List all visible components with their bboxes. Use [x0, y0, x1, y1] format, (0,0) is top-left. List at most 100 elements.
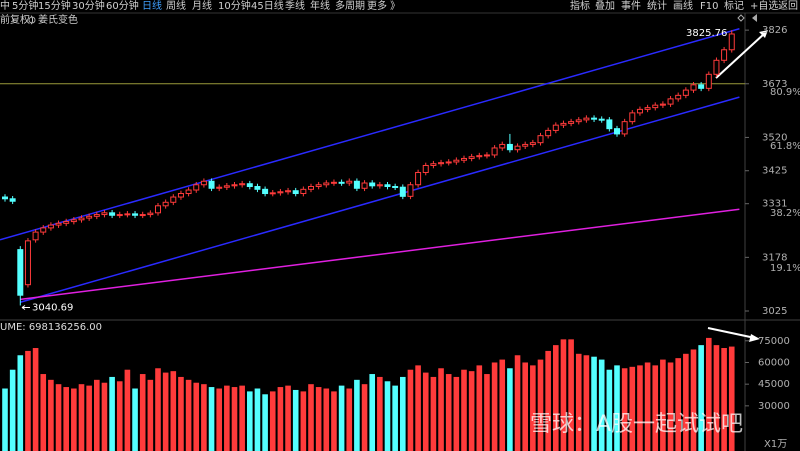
volume-bar [698, 345, 704, 451]
volume-bar [147, 379, 154, 451]
option[interactable]: 前复权) [0, 13, 34, 26]
unit-label: X1万 [764, 439, 787, 450]
volume-bar [101, 382, 108, 451]
fib-label: 19.1% [770, 263, 800, 274]
volume-bar [124, 369, 131, 451]
period-tab[interactable]: 45日线 [251, 0, 284, 12]
candle-body [614, 128, 620, 135]
period-tab[interactable]: 5分钟 [12, 0, 38, 12]
volume-bar [422, 372, 429, 451]
period-tab[interactable]: 更多 》 [367, 0, 400, 12]
period-tab[interactable]: 多周期 [335, 0, 365, 12]
candle-body [369, 182, 376, 187]
period-tab[interactable]: 15分钟 [38, 0, 71, 12]
y-tick-label: 3826 [762, 25, 787, 36]
period-tab[interactable]: 30分钟 [72, 0, 105, 12]
volume-bar [354, 379, 360, 451]
tool-button[interactable]: 画线 [673, 0, 693, 12]
volume-bar [721, 348, 727, 451]
candle-body [728, 33, 735, 51]
volume-bar [430, 376, 437, 451]
period-tab[interactable]: 季线 [285, 0, 305, 12]
candle-body [55, 222, 62, 226]
candle-body [292, 190, 299, 195]
y-tick-label: 30000 [758, 401, 790, 412]
candle-body [24, 240, 31, 286]
candle-body [698, 84, 705, 89]
volume-bar [514, 355, 521, 451]
candle-body [621, 121, 628, 135]
fib-label: 80.9% [770, 87, 800, 98]
candle-body [675, 94, 682, 100]
y-tick-label: 3425 [762, 166, 787, 177]
low-pointer [21, 305, 30, 310]
volume-bar [231, 387, 238, 451]
tool-button[interactable]: 统计 [647, 0, 667, 12]
y-tick-label: 75000 [758, 336, 790, 347]
volume-bar [660, 359, 666, 451]
period-tab[interactable]: 60分钟 [106, 0, 139, 12]
period-tab[interactable]: 10分钟 [218, 0, 251, 12]
volume-bar [629, 366, 636, 451]
candle-body [17, 249, 24, 296]
candle-body [246, 183, 253, 188]
volume-bar [139, 374, 146, 451]
volume-bar [415, 365, 421, 451]
candle-body [124, 213, 131, 216]
arrow [707, 327, 756, 339]
candle-body [659, 103, 666, 106]
trend-line [20, 208, 740, 301]
volume-bar [591, 356, 597, 451]
y-tick-label: 3331 [762, 199, 787, 210]
candle-body [552, 124, 559, 131]
arrow-head [749, 334, 760, 342]
candle-body [392, 186, 399, 189]
candle-body [376, 184, 383, 187]
candle-body [644, 107, 651, 110]
tool-button[interactable]: 事件 [621, 0, 641, 12]
volume-bar [86, 385, 92, 451]
option[interactable]: 姜氏变色 [38, 13, 78, 26]
period-tab[interactable]: 中 [0, 0, 10, 12]
candle-body [308, 186, 314, 190]
volume-bar [2, 388, 8, 451]
tool-button[interactable]: +自选 [750, 0, 778, 12]
candle-body [78, 217, 85, 221]
candle-body [40, 227, 47, 233]
period-tab[interactable]: 周线 [166, 0, 186, 12]
volume-bar [208, 387, 215, 451]
candle-body [713, 59, 720, 75]
volume-bar [369, 374, 375, 451]
candle-body [721, 49, 728, 61]
volume-bar [55, 384, 62, 451]
tool-button[interactable]: 指标 [570, 0, 590, 12]
volume-bar [644, 362, 651, 451]
candle-body [422, 164, 429, 173]
period-tab[interactable]: 日线 [142, 0, 162, 12]
high-label: 3825.76 [686, 28, 727, 39]
tool-button[interactable]: 标记 [724, 0, 744, 12]
candle-body [438, 162, 445, 165]
tool-button[interactable]: 返回 [778, 0, 798, 12]
period-tab[interactable]: 年线 [310, 0, 330, 12]
volume-bar [545, 350, 551, 451]
volume-bar [285, 385, 291, 451]
tool-button[interactable]: F10 [700, 1, 718, 12]
volume-bar [583, 355, 590, 451]
candle-body [132, 213, 139, 216]
candle-body [170, 196, 177, 203]
tool-button[interactable]: 叠加 [595, 0, 615, 12]
candle-body [208, 180, 215, 189]
volume-bar [254, 388, 261, 451]
volume-bar [361, 384, 368, 451]
period-tab[interactable]: 月线 [192, 0, 212, 12]
volume-bar [292, 389, 299, 451]
volume-bar [308, 384, 314, 451]
candle-body [491, 147, 498, 156]
candle-body [591, 117, 598, 120]
candle-body [277, 191, 284, 194]
candle-body [361, 182, 368, 189]
candle-body [346, 180, 353, 184]
volume-bar [445, 374, 452, 451]
